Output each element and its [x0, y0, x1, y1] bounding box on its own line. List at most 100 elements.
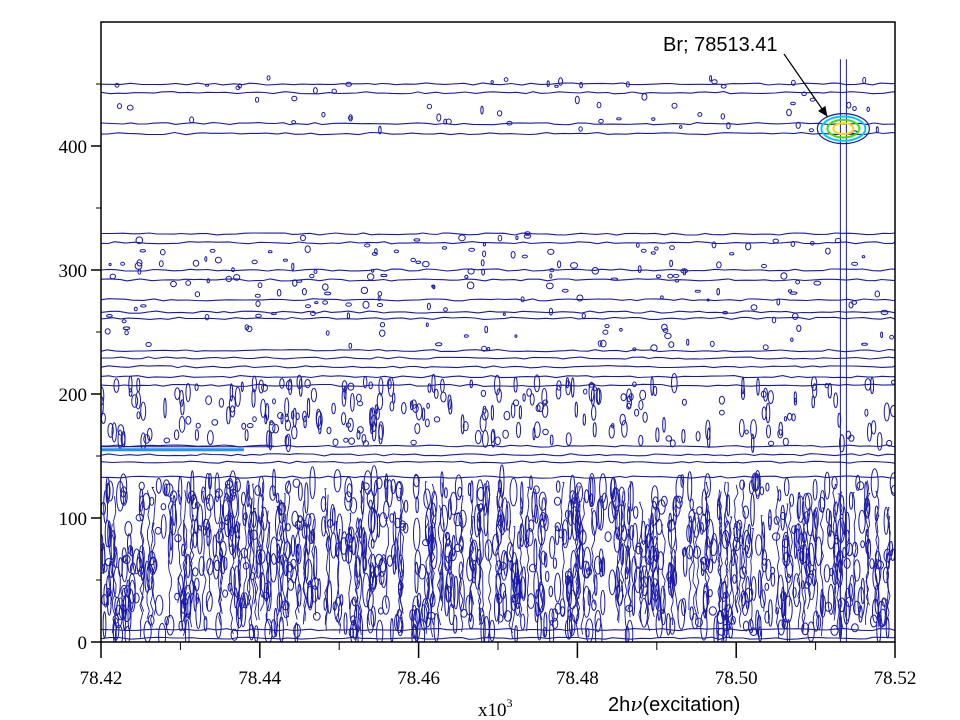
contour-noise-loop: [376, 513, 381, 538]
contour-noise-loop: [380, 273, 388, 278]
contour-noise-loop: [839, 434, 845, 453]
contour-noise-loop: [758, 626, 763, 642]
contour-noise-loop: [167, 531, 174, 565]
contour-noise-loop: [547, 248, 555, 255]
contour-noise-streak: [495, 495, 501, 625]
contour-noise-loop: [540, 550, 546, 565]
contour-noise-loop: [672, 273, 680, 278]
contour-noise-loop: [545, 282, 554, 290]
contour-noise-loop: [664, 332, 672, 340]
contour-noise-loop: [302, 410, 307, 423]
contour-noise-loop: [114, 82, 120, 88]
contour-noise-loop: [751, 433, 755, 453]
contour-noise-loop: [426, 402, 430, 409]
contour-noise-loop: [709, 75, 713, 82]
contour-noise-loop: [415, 496, 419, 514]
contour-noise-loop: [458, 234, 466, 242]
contour-noise-loop: [252, 416, 257, 423]
contour-noise-loop: [276, 289, 282, 297]
contour-noise-loop: [846, 101, 852, 109]
contour-noise-loop: [291, 95, 298, 102]
contour-noise-loop: [762, 344, 769, 351]
contour-noise-loop: [164, 616, 169, 626]
contour-noise-loop: [413, 517, 421, 551]
contour-noise-loop: [574, 401, 578, 418]
contour-noise-loop: [860, 577, 865, 605]
contour-noise-loop: [619, 413, 626, 426]
contour-noise-loop: [729, 252, 735, 256]
contour-noise-loop: [510, 402, 516, 419]
contour-noise-loop: [266, 430, 271, 448]
contour-noise-loop: [718, 395, 726, 405]
contour-noise-streak: [620, 491, 625, 605]
contour-noise-loop: [393, 249, 399, 254]
contour-noise-streak: [692, 509, 697, 622]
contour-noise-loop: [185, 280, 192, 286]
contour-noise-loop: [266, 75, 271, 81]
contour-noise-loop: [671, 373, 678, 394]
contour-noise-loop: [259, 572, 266, 598]
contour-noise-loop: [443, 307, 448, 312]
contour-noise-loop: [361, 482, 370, 491]
contour-noise-loop: [331, 402, 336, 415]
contour-noise-loop: [418, 564, 427, 580]
contour-noise-loop: [880, 597, 888, 627]
contour-noise-streak: [775, 485, 780, 639]
contour-noise-loop: [189, 116, 195, 124]
contour-noise-loop: [282, 258, 288, 262]
contour-noise-loop: [246, 325, 253, 333]
contour-noise-loop: [127, 545, 133, 574]
contour-noise-streak: [800, 521, 806, 634]
contour-noise-loop: [666, 613, 671, 636]
contour-noise-loop: [445, 585, 452, 603]
contour-noise-loop: [370, 407, 376, 428]
contour-noise-loop: [824, 601, 833, 612]
x-axis-title-text: (excitation): [642, 694, 740, 716]
contour-noise-loop: [768, 509, 772, 531]
contour-noise-loop: [172, 495, 177, 527]
contour-noise-loop: [585, 561, 590, 572]
contour-noise-loop: [209, 248, 216, 253]
contour-noise-loop: [373, 479, 379, 514]
contour-noise-loop: [134, 262, 143, 270]
contour-noise-streak: [885, 507, 891, 612]
contour-noise-loop: [824, 471, 831, 500]
contour-noise-loop: [592, 422, 597, 438]
contour-noise-loop: [640, 565, 649, 597]
contour-noise-loop: [851, 261, 859, 266]
contour-noise-loop: [520, 296, 525, 303]
contour-noise-loop: [169, 503, 177, 536]
contour-noise-loop: [441, 246, 447, 250]
contour-noise-loop: [203, 616, 208, 632]
contour-noise-loop: [240, 381, 244, 393]
contour-noise-loop: [681, 429, 686, 444]
contour-noise-loop: [521, 566, 527, 601]
contour-noise-loop: [343, 437, 349, 443]
contour-noise-loop: [597, 340, 603, 347]
contour-noise-loop: [422, 407, 426, 422]
contour-noise-loop: [631, 556, 637, 585]
contour-noise-loop: [692, 512, 701, 538]
contour-noise-streak: [337, 529, 341, 634]
contour-noise-loop: [796, 324, 802, 332]
contour-noise-loop: [315, 408, 322, 427]
contour-noise-loop: [564, 618, 573, 640]
contour-noise-loop: [730, 616, 736, 625]
contour-noise-loop: [709, 340, 715, 347]
contour-noise-loop: [272, 423, 280, 434]
contour-noise-loop: [551, 618, 559, 629]
contour-noise-loop: [503, 410, 511, 421]
contour-noise-loop: [490, 404, 494, 421]
contour-noise-streak: [236, 481, 241, 611]
contour-noise-loop: [111, 422, 117, 443]
contour-noise-loop: [480, 259, 485, 267]
contour-noise-loop: [570, 262, 578, 269]
x-tick-label: 78.46: [397, 668, 440, 689]
contour-noise-loop: [149, 496, 155, 506]
contour-noise-loop: [344, 476, 353, 503]
contour-noise-loop: [534, 504, 539, 524]
contour-noise-loop: [720, 113, 725, 120]
contour-noise-streak: [265, 510, 271, 623]
contour-noise-streak: [649, 520, 655, 618]
contour-noise-loop: [616, 117, 622, 121]
